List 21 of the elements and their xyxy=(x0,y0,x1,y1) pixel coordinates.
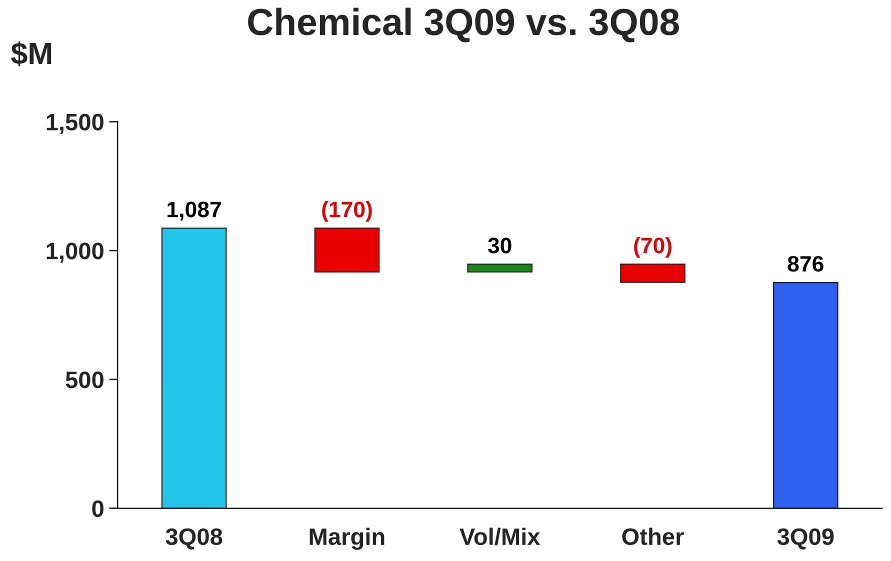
x-tick-label: Vol/Mix xyxy=(460,528,540,546)
bar xyxy=(467,264,533,273)
y-tick-label: 0 xyxy=(92,500,104,518)
bar xyxy=(620,264,686,283)
y-tick-label: 500 xyxy=(66,371,104,388)
data-label: 1,087 xyxy=(168,202,221,221)
bar xyxy=(314,228,380,273)
y-axis-title: $M xyxy=(11,41,52,66)
y-tick-label: 1,000 xyxy=(46,242,104,263)
bar xyxy=(772,282,838,508)
data-label: (70) xyxy=(634,237,672,258)
x-tick-label: 3Q08 xyxy=(166,528,222,550)
chart-title: Chemical 3Q09 vs. 3Q08 xyxy=(248,8,679,42)
x-tick-label: Margin xyxy=(310,528,384,550)
data-label: 876 xyxy=(788,256,824,272)
data-label: 30 xyxy=(488,238,512,254)
y-tick-label: 1,500 xyxy=(46,114,104,134)
x-tick-label: Other xyxy=(622,528,684,546)
bar xyxy=(161,228,227,508)
x-tick-label: 3Q09 xyxy=(777,528,834,550)
data-label: (170) xyxy=(322,201,372,222)
